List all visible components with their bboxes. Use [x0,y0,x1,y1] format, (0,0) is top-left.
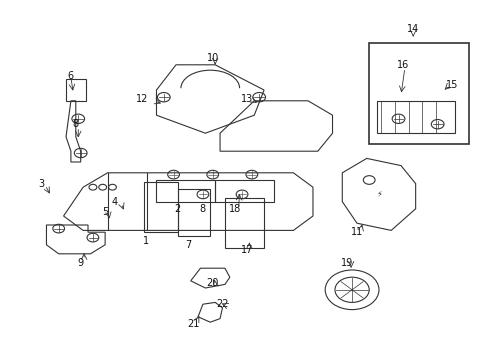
Text: 18: 18 [228,204,241,214]
Bar [144,182,178,232]
Text: 11: 11 [350,227,363,237]
Text: 15: 15 [445,80,458,90]
Text: 5: 5 [102,207,108,217]
Bar [368,43,468,144]
Text: 8: 8 [73,119,79,129]
Bar [224,198,264,248]
Text: ⚡: ⚡ [375,189,381,198]
Bar [215,180,273,202]
Text: 17: 17 [240,245,253,255]
Text: 2: 2 [174,204,180,214]
Text: 9: 9 [78,258,83,268]
Bar [66,79,85,101]
Text: 3: 3 [39,179,44,189]
Text: 4: 4 [112,197,118,207]
Bar [178,189,210,236]
Text: 1: 1 [142,236,148,246]
Text: 8: 8 [200,204,205,214]
Text: 12: 12 [135,94,148,104]
Text: 20: 20 [206,278,219,288]
Text: 10: 10 [206,53,219,63]
Text: 22: 22 [216,299,228,309]
Bar [156,180,215,202]
Text: 14: 14 [406,24,419,34]
Text: 21: 21 [186,319,199,329]
Text: 13: 13 [240,94,253,104]
Text: 16: 16 [396,60,409,70]
Text: 19: 19 [340,258,353,268]
Text: 7: 7 [185,240,191,250]
Text: 6: 6 [68,71,74,81]
